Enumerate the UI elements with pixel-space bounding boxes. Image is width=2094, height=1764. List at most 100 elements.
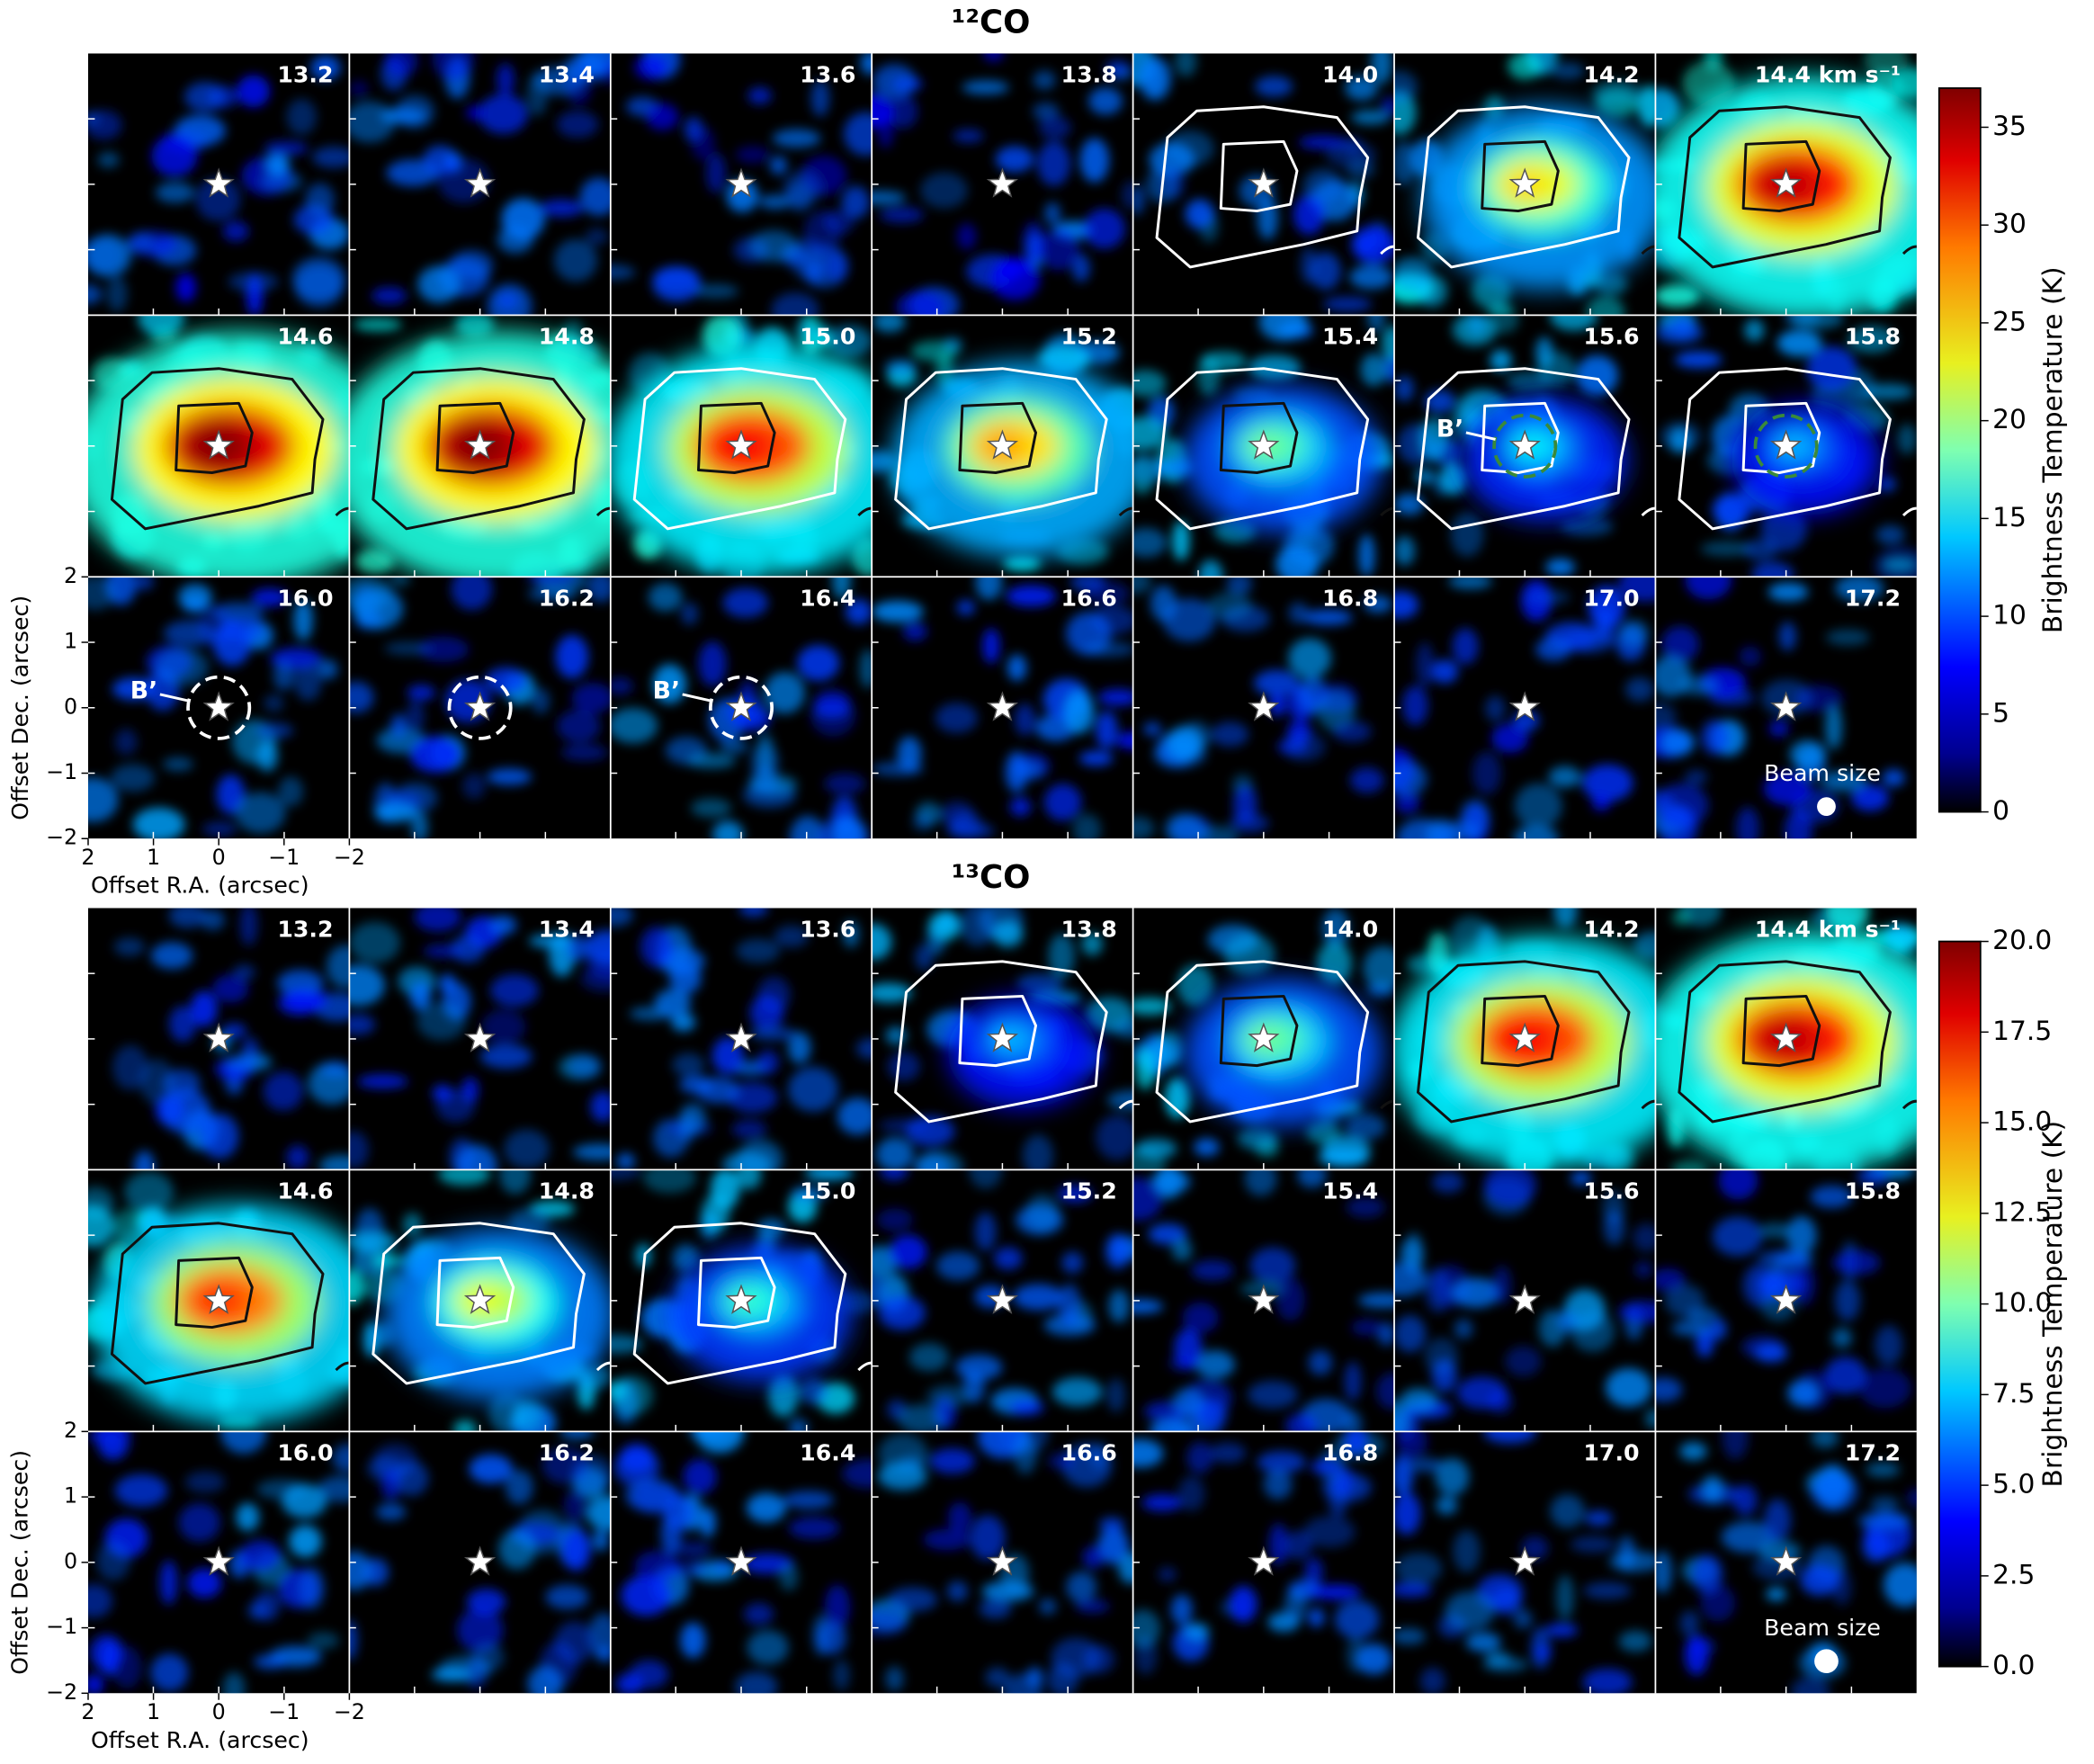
noise-blob <box>1263 1469 1293 1500</box>
noise-blob <box>788 1517 840 1539</box>
star-marker <box>986 1022 1019 1052</box>
noise-blob <box>1172 1388 1204 1416</box>
noise-blob <box>832 577 851 599</box>
noise-blob <box>1249 1247 1296 1285</box>
noise-blob <box>1376 1373 1395 1410</box>
panel <box>872 577 1133 839</box>
colorbar-label: Brightness Temperature (K) <box>2037 1121 2069 1488</box>
channel-label: 15.4 <box>1322 1178 1378 1204</box>
noise-blob <box>813 689 851 717</box>
channel-label: 14.2 <box>1583 62 1639 88</box>
noise-blob <box>1116 731 1133 750</box>
emission <box>1394 936 1656 1169</box>
noise-blob <box>1394 1315 1427 1353</box>
noise-blob <box>406 700 425 733</box>
colorbar-tick-label: 12.5 <box>1992 1196 2052 1228</box>
channel-label: 16.6 <box>1061 586 1117 612</box>
noise-blob <box>672 1244 700 1273</box>
noise-blob <box>532 687 550 714</box>
noise-blob <box>1436 1496 1458 1515</box>
noise <box>610 53 872 316</box>
noise-blob <box>1061 1251 1084 1274</box>
noise-blob <box>264 694 284 712</box>
noise-blob <box>1671 315 1696 338</box>
noise-blob <box>1170 1594 1193 1625</box>
noise-blob <box>1150 1419 1193 1432</box>
noise-blob <box>1165 130 1214 166</box>
noise <box>872 1169 1133 1432</box>
noise-blob <box>1108 1289 1130 1323</box>
noise-blob <box>1293 193 1325 236</box>
noise-blob <box>255 722 294 739</box>
noise-blob <box>1037 140 1071 186</box>
noise-blob <box>1223 933 1275 976</box>
noise-blob <box>1483 1169 1537 1207</box>
noise-blob <box>1268 1523 1289 1566</box>
noise-blob <box>1400 1388 1437 1412</box>
noise <box>872 577 1133 839</box>
noise-blob <box>711 1560 732 1574</box>
noise-blob <box>872 762 925 776</box>
noise-blob <box>872 1609 908 1637</box>
noise-blob <box>1358 1293 1395 1309</box>
noise-blob <box>887 1052 920 1081</box>
noise-blob <box>526 577 579 585</box>
panel <box>349 577 611 839</box>
star-marker <box>986 429 1019 460</box>
noise-blob <box>277 989 321 1016</box>
noise-blob <box>1132 1438 1164 1468</box>
noise <box>112 908 350 1170</box>
noise-blob <box>1535 1645 1553 1660</box>
noise-blob <box>1072 813 1102 839</box>
noise-blob <box>265 152 290 176</box>
noise-blob <box>1861 383 1914 400</box>
noise-blob <box>286 1144 309 1169</box>
star-marker <box>1248 429 1280 460</box>
noise-blob <box>1656 783 1709 828</box>
noise-blob <box>1409 1457 1444 1473</box>
star-marker <box>1508 1545 1541 1576</box>
noise-blob <box>1132 1299 1164 1314</box>
noise-blob <box>1491 723 1529 754</box>
x-axis-label: Offset R.A. (arcsec) <box>91 1727 309 1753</box>
noise-blob <box>1275 1277 1305 1321</box>
noise-blob <box>87 1204 114 1248</box>
star-marker <box>725 1545 757 1576</box>
noise-blob <box>1143 721 1162 737</box>
noise-blob <box>1430 659 1459 684</box>
colorbar <box>1937 940 1982 1668</box>
panel <box>87 1169 350 1432</box>
noise-blob <box>935 703 978 733</box>
noise-blob <box>1167 726 1204 761</box>
noise-blob <box>915 1151 963 1170</box>
noise-blob <box>332 1444 350 1473</box>
noise-blob <box>646 103 679 130</box>
x-tick-label: 2 <box>81 845 94 870</box>
noise-blob <box>1342 136 1363 156</box>
noise-blob <box>566 935 588 962</box>
noise-blob <box>1349 264 1393 290</box>
panel <box>349 908 611 1170</box>
noise-blob <box>487 768 532 785</box>
noise-blob <box>1135 1047 1156 1090</box>
noise-blob <box>450 249 494 281</box>
noise-blob <box>1851 784 1889 811</box>
noise-blob <box>1304 1557 1323 1588</box>
noise-blob <box>1381 96 1395 117</box>
noise-blob <box>1358 533 1375 577</box>
channel-label: 14.8 <box>539 324 595 350</box>
noise-blob <box>1712 494 1754 524</box>
star-marker <box>986 691 1019 721</box>
noise-blob <box>610 1169 641 1180</box>
noise-blob <box>1420 1667 1445 1694</box>
noise-blob <box>799 1377 828 1405</box>
noise-blob <box>1363 945 1395 991</box>
noise-blob <box>1308 1349 1333 1375</box>
noise <box>87 577 338 839</box>
colorbar-tick-label: 10.0 <box>1992 1287 2052 1319</box>
colorbar-tick-label: 7.5 <box>1992 1378 2035 1410</box>
noise-blob <box>349 101 396 143</box>
panel <box>349 315 611 578</box>
noise-blob <box>722 1151 773 1170</box>
noise-blob <box>859 649 872 689</box>
